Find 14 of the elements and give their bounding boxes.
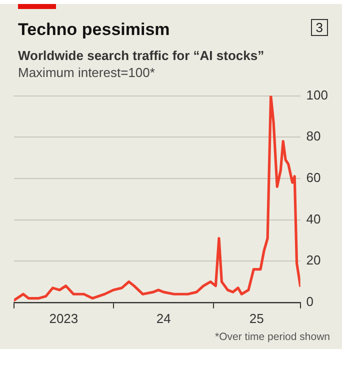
y-axis-title: Maximum interest=100*	[18, 65, 155, 80]
y-tick-label: 20	[306, 252, 321, 268]
y-tick-label: 80	[306, 128, 321, 144]
y-tick-label: 60	[306, 170, 321, 186]
x-tick-label: 24	[156, 310, 171, 326]
x-tick-label: 25	[249, 310, 264, 326]
text: *Over time period shown	[214, 331, 330, 343]
x-tick-label: 2023	[49, 310, 78, 326]
text: 3	[310, 19, 328, 36]
chart-subtitle: Worldwide search traffic for “AI stocks”	[18, 48, 264, 63]
y-tick-label: 40	[306, 211, 321, 226]
y-tick-label: 0	[306, 294, 314, 309]
y-tick-label: 100	[306, 87, 328, 102]
chart-title: Techno pessimism	[18, 20, 170, 40]
